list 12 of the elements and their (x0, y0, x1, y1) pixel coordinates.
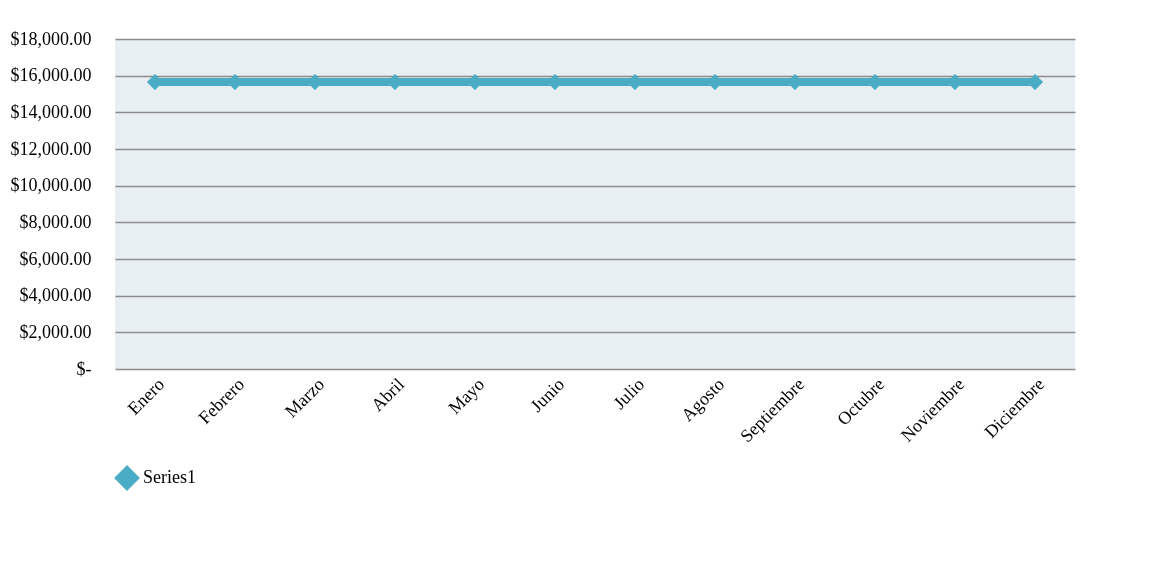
legend-label: Series1 (143, 467, 196, 487)
y-tick-label: $14,000.00 (10, 101, 92, 122)
x-tick-label: Julio (609, 374, 649, 413)
y-tick-label: $16,000.00 (10, 65, 92, 86)
y-tick-label: $18,000.00 (10, 28, 92, 49)
y-tick-label: $6,000.00 (19, 248, 92, 269)
y-tick-label: $- (76, 358, 92, 379)
y-tick-label: $12,000.00 (10, 138, 92, 159)
y-tick-label: $2,000.00 (19, 321, 92, 342)
y-tick-label: $10,000.00 (10, 175, 92, 196)
y-tick-label: $8,000.00 (19, 211, 92, 232)
y-tick-label: $4,000.00 (19, 285, 92, 306)
